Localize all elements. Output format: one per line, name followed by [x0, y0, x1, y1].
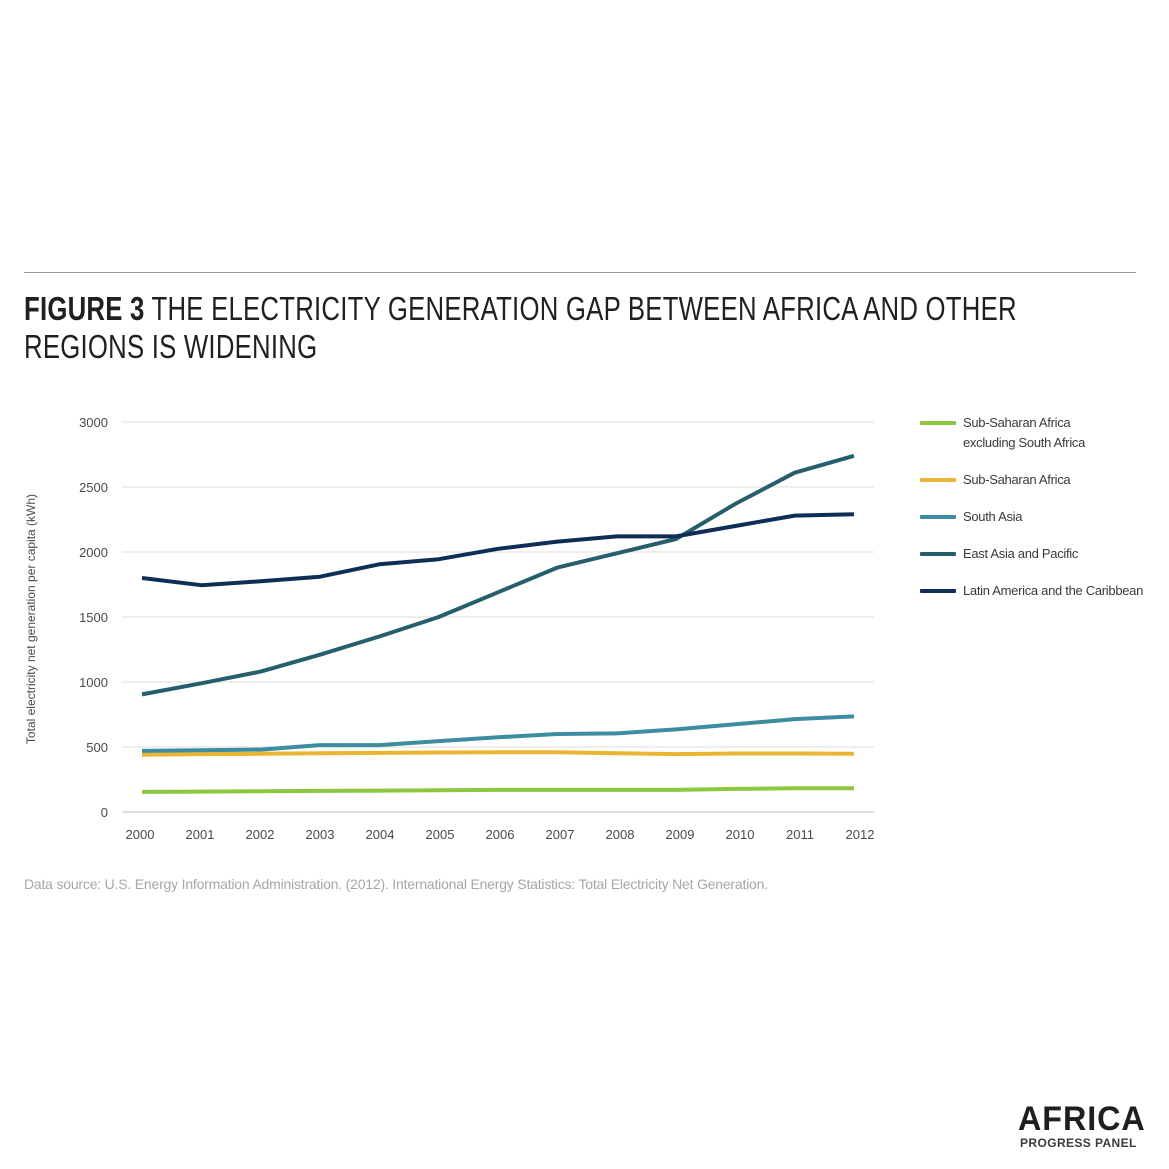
logo-word: AFRICA	[1018, 1100, 1146, 1138]
x-tick-label: 2004	[366, 827, 395, 842]
y-tick-label: 1000	[79, 675, 108, 690]
y-tick-label: 2000	[79, 545, 108, 560]
x-tick-label: 2009	[666, 827, 695, 842]
x-tick-label: 2005	[426, 827, 455, 842]
legend-swatch	[920, 421, 956, 425]
x-tick-label: 2012	[846, 827, 875, 842]
y-tick-label: 2500	[79, 480, 108, 495]
x-tick-label: 2001	[186, 827, 215, 842]
top-divider	[24, 272, 1136, 273]
legend-swatch	[920, 478, 956, 482]
legend-item: Sub-Saharan Africa excluding South Africa	[920, 412, 1160, 469]
figure-number: FIGURE 3	[24, 290, 145, 327]
legend-label: Latin America and the Caribbean	[963, 583, 1144, 598]
chart-legend: Sub-Saharan Africa excluding South Africa…	[920, 412, 1160, 617]
legend-item: Latin America and the Caribbean	[920, 580, 1160, 617]
legend-label: East Asia and Pacific	[963, 546, 1079, 561]
legend-swatch	[920, 552, 956, 556]
series-lines	[141, 453, 855, 794]
y-axis-label: Total electricity net generation per cap…	[24, 494, 38, 744]
legend-item: Sub-Saharan Africa	[920, 469, 1160, 506]
figure-title-text: THE ELECTRICITY GENERATION GAP BETWEEN A…	[24, 290, 1017, 365]
series-line-2	[141, 750, 855, 757]
africa-progress-panel-logo: AFRICA PROGRESS PANEL	[1018, 1102, 1150, 1152]
series-line-1	[141, 786, 854, 794]
legend-label: South Asia	[963, 509, 1023, 524]
legend-label: Sub-Saharan Africa	[963, 472, 1071, 487]
series-line-5	[141, 512, 855, 588]
y-tick-label: 0	[101, 805, 108, 820]
y-tick-label: 500	[86, 740, 108, 755]
legend-swatch	[920, 515, 956, 519]
y-tick-label: 3000	[79, 415, 108, 430]
x-axis-ticks: 2000 2001 2002 2003 2004 2005 2006 2007 2008 2009…	[126, 827, 875, 842]
x-tick-label: 2011	[786, 827, 814, 842]
x-tick-label: 2010	[726, 827, 755, 842]
x-tick-label: 2006	[486, 827, 515, 842]
series-line-3	[141, 714, 855, 753]
series-line-4	[141, 453, 855, 697]
y-tick-label: 1500	[79, 610, 108, 625]
x-tick-label: 2000	[126, 827, 155, 842]
x-tick-label: 2002	[246, 827, 275, 842]
logo-subtitle: PROGRESS PANEL	[1020, 1136, 1137, 1150]
x-tick-label: 2007	[546, 827, 575, 842]
legend-swatch	[920, 589, 956, 593]
y-axis-ticks: 0 500 1000 1500 2000 2500 3000	[79, 415, 108, 820]
x-tick-label: 2003	[306, 827, 335, 842]
data-source-note: Data source: U.S. Energy Information Adm…	[24, 876, 768, 892]
figure-title: FIGURE 3 THE ELECTRICITY GENERATION GAP …	[24, 290, 1124, 366]
legend-label: Sub-Saharan Africa excluding South Africa	[963, 415, 1086, 450]
gridlines	[122, 421, 874, 813]
legend-item: East Asia and Pacific	[920, 543, 1160, 580]
x-tick-label: 2008	[606, 827, 635, 842]
legend-item: South Asia	[920, 506, 1160, 543]
